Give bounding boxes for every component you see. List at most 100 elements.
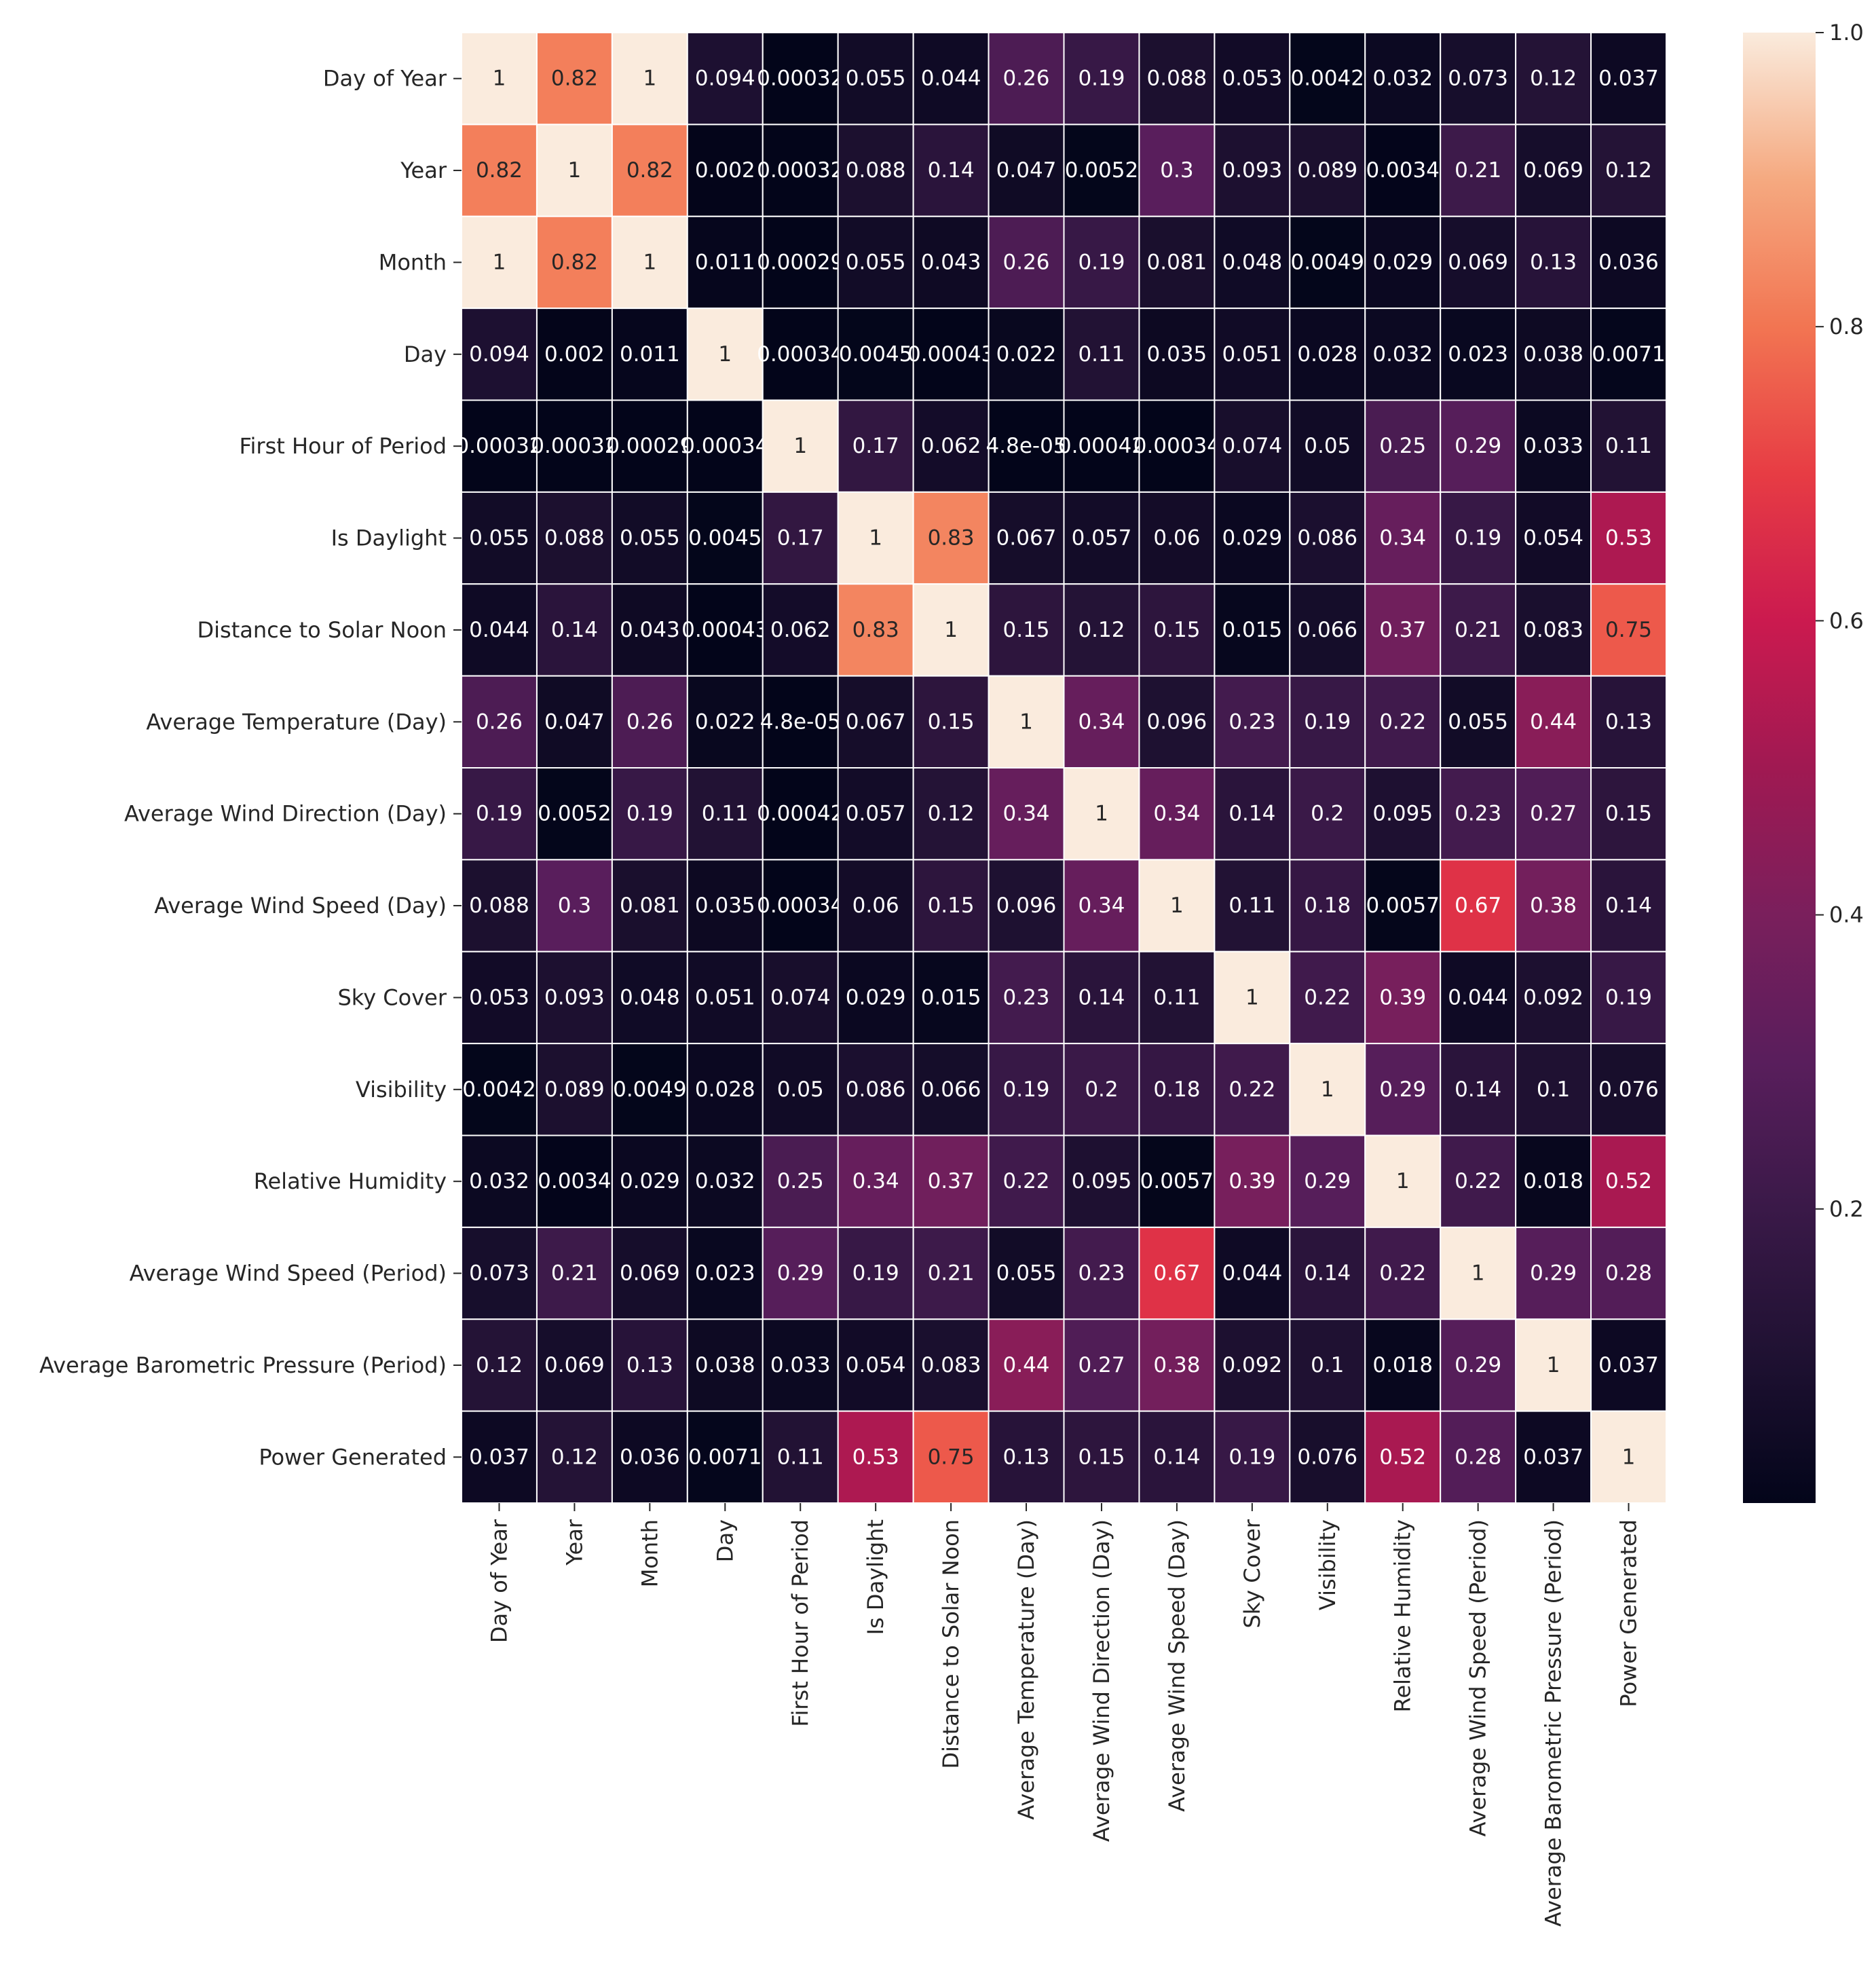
heatmap-cell-r11-c12 [1364,1043,1442,1136]
cell-annotation-r8-c5: 0.057 [846,802,906,826]
heatmap-cell-r2-c9 [1138,215,1216,310]
cell-annotation-r4-c14: 0.033 [1523,434,1583,458]
cell-annotation-r14-c7: 0.44 [1003,1353,1050,1377]
cell-annotation-r9-c0: 0.088 [469,893,529,918]
cell-annotation-r14-c8: 0.27 [1078,1353,1125,1377]
heatmap-cell-r10-c6 [912,950,990,1045]
heatmap-cell-r8-c0 [461,767,538,861]
cell-annotation-r12-c5: 0.34 [852,1169,899,1193]
heatmap-cell-r15-c9 [1138,1410,1216,1504]
heatmap-cell-r14-c9 [1138,1318,1216,1412]
cell-annotation-r7-c8: 0.34 [1078,709,1125,734]
heatmap-cell-r12-c1 [536,1134,613,1228]
heatmap-cell-r5-c3 [686,491,764,585]
cell-annotation-r14-c2: 0.13 [626,1353,673,1377]
heatmap-cell-r11-c4 [762,1043,839,1136]
cell-annotation-r8-c11: 0.2 [1311,802,1344,826]
cell-annotation-r3-c3: 1 [718,342,732,367]
cell-annotation-r10-c15: 0.19 [1605,985,1652,1009]
heatmap-cell-r11-c1 [536,1043,613,1136]
cell-annotation-r8-c6: 0.12 [928,802,975,826]
x-label-day-of-year: Day of Year [486,1519,512,1643]
x-label-visibility: Visibility [1315,1519,1340,1610]
cell-annotation-r1-c5: 0.088 [846,158,906,183]
y-label-average-temperature-day: Average Temperature (Day) [146,709,447,735]
heatmap-cell-r14-c0 [461,1318,538,1412]
x-label-sky-cover: Sky Cover [1239,1519,1265,1628]
heatmap-cell-r0-c2 [611,32,688,126]
heatmap-cell-r6-c15 [1590,583,1668,677]
cell-annotation-r2-c15: 0.036 [1598,250,1659,274]
cell-annotation-r10-c11: 0.22 [1304,985,1351,1009]
heatmap-cell-r11-c2 [611,1043,688,1136]
cell-annotation-r9-c9: 1 [1170,893,1184,918]
cell-annotation-r5-c10: 0.029 [1222,526,1282,551]
cell-annotation-r6-c3: 0.00043 [681,618,768,642]
heatmap-cell-r2-c15 [1590,215,1668,310]
heatmap-cell-r10-c7 [988,950,1065,1045]
cell-annotation-r13-c8: 0.23 [1078,1261,1125,1286]
cell-annotation-r11-c4: 0.05 [777,1077,824,1102]
heatmap-cell-r6-c2 [611,583,688,677]
cell-annotation-r2-c1: 0.82 [551,250,598,274]
cell-annotation-r1-c9: 0.3 [1160,158,1193,183]
cell-annotation-r4-c6: 0.062 [921,434,981,458]
cell-annotation-r6-c1: 0.14 [551,618,598,642]
colorbar: 0.2 0.4 0.6 0.8 1.0 [1743,20,1864,1503]
heatmap-cell-r5-c13 [1440,491,1517,585]
cell-annotation-r3-c8: 0.11 [1078,342,1125,367]
cell-annotation-r0-c1: 0.82 [551,67,598,91]
cell-annotation-r2-c3: 0.011 [695,250,755,274]
cell-annotation-r0-c15: 0.037 [1598,67,1659,91]
heatmap-cell-r14-c11 [1289,1318,1366,1412]
cell-annotation-r1-c7: 0.047 [996,158,1057,183]
heatmap-cell-r8-c1 [536,767,613,861]
cell-annotation-r2-c7: 0.26 [1003,250,1050,274]
heatmap-cell-r4-c8 [1063,399,1140,493]
heatmap-cell-r9-c0 [461,859,538,952]
cell-annotation-r13-c15: 0.28 [1605,1261,1652,1286]
cell-annotation-r8-c2: 0.19 [626,802,673,826]
cell-annotation-r10-c1: 0.093 [544,985,605,1009]
heatmap-cell-r13-c9 [1138,1226,1216,1320]
cell-annotation-r0-c13: 0.073 [1448,67,1508,91]
cell-annotation-r15-c6: 0.75 [928,1445,975,1469]
cell-annotation-r5-c2: 0.055 [620,526,680,551]
cell-annotation-r10-c3: 0.051 [695,985,755,1009]
cell-annotation-r9-c13: 0.67 [1455,893,1501,918]
cell-annotation-r3-c15: 0.0071 [1592,342,1665,367]
heatmap-cell-r10-c12 [1364,950,1442,1045]
cell-annotation-r9-c6: 0.15 [928,893,975,918]
heatmap-cell-r13-c14 [1515,1226,1592,1320]
cell-annotation-r3-c7: 0.022 [996,342,1057,367]
y-label-day: Day [404,341,447,367]
heatmap-cell-r7-c6 [912,675,990,769]
heatmap-cell-r0-c7 [988,32,1065,126]
cell-annotation-r11-c11: 1 [1321,1077,1334,1102]
cell-annotation-r3-c10: 0.051 [1222,342,1282,367]
cell-annotation-r4-c5: 0.17 [852,434,899,458]
heatmap-cell-r8-c15 [1590,767,1668,861]
cell-annotation-r14-c9: 0.38 [1153,1353,1200,1377]
cell-annotation-r9-c11: 0.18 [1304,893,1351,918]
x-label-first-hour-of-period: First Hour of Period [787,1519,813,1727]
cell-annotation-r14-c3: 0.038 [695,1353,755,1377]
cell-annotation-r11-c3: 0.028 [695,1077,755,1102]
cell-annotation-r8-c4: 0.00042 [757,802,844,826]
heatmap-cell-r1-c6 [912,124,990,217]
cell-annotation-r13-c10: 0.044 [1222,1261,1282,1286]
cell-annotation-r5-c1: 0.088 [544,526,605,551]
heatmap-cell-r7-c11 [1289,675,1366,769]
heatmap-cell-r7-c10 [1214,675,1291,769]
heatmap-cell-r3-c5 [837,308,914,401]
cell-annotation-r0-c7: 0.26 [1003,67,1050,91]
cell-annotation-r15-c4: 0.11 [777,1445,824,1469]
cell-annotation-r6-c10: 0.015 [1222,618,1282,642]
heatmap-cell-r6-c0 [461,583,538,677]
heatmap-cell-r2-c14 [1515,215,1592,310]
cell-annotation-r10-c12: 0.39 [1379,985,1426,1009]
cell-annotation-r3-c2: 0.011 [620,342,680,367]
cell-annotation-r12-c2: 0.029 [620,1169,680,1193]
heatmap-cell-r13-c13 [1440,1226,1517,1320]
